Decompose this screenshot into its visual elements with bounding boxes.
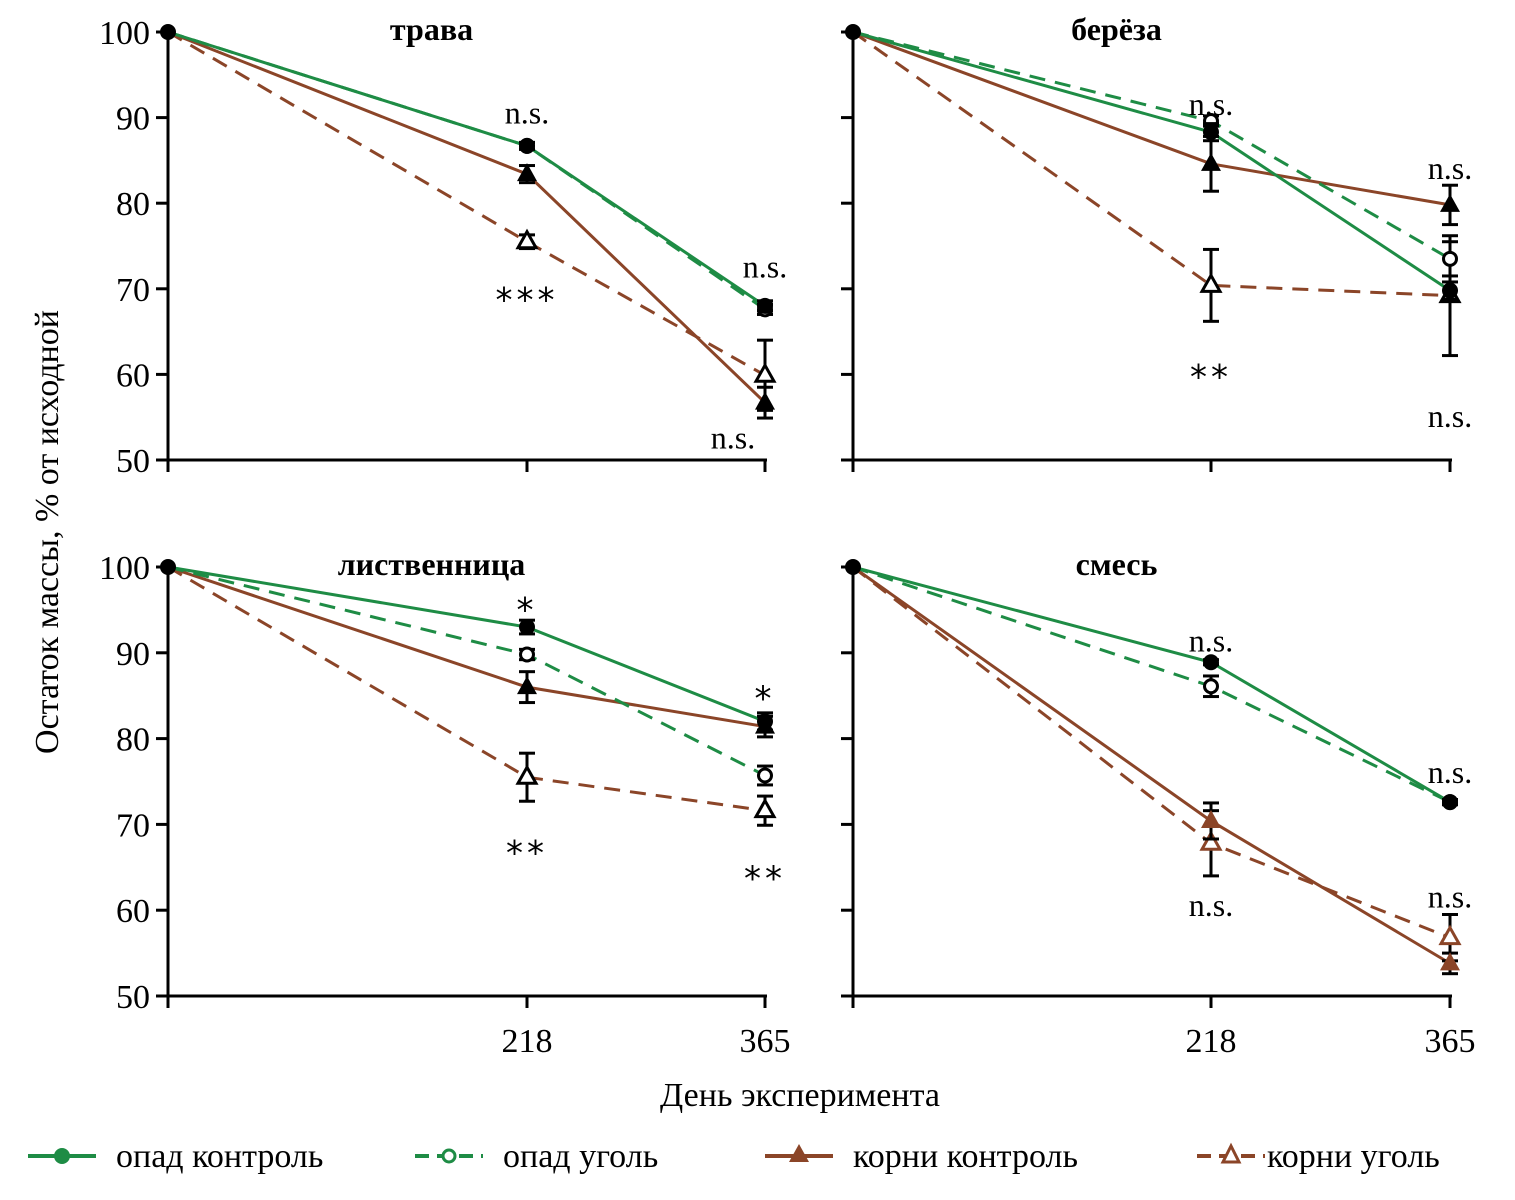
marker-open-circle bbox=[1203, 678, 1219, 695]
legend-marker-open-circle bbox=[441, 1148, 457, 1164]
legend-item-litter_char: опад уголь bbox=[415, 1138, 658, 1175]
y-tick-label: 100 bbox=[99, 15, 150, 52]
x-axis-title: День эксперимента bbox=[660, 1077, 940, 1114]
marker-filled-triangle bbox=[1440, 193, 1460, 212]
y-tick-label: 60 bbox=[116, 893, 150, 930]
series-line-roots_control bbox=[167, 30, 767, 404]
marker-open-circle bbox=[519, 646, 535, 663]
marker-filled-circle bbox=[160, 559, 176, 575]
series-line-roots_char bbox=[167, 565, 766, 813]
y-tick-label: 70 bbox=[116, 272, 150, 309]
marker-filled-circle bbox=[1442, 282, 1458, 299]
legend-label: опад контроль bbox=[116, 1138, 323, 1175]
legend-label: корни контроль bbox=[853, 1138, 1078, 1175]
marker-filled-triangle bbox=[517, 163, 537, 182]
significance-stars: *** bbox=[496, 281, 559, 321]
marker-open-triangle bbox=[1199, 830, 1223, 851]
marker-filled-triangle bbox=[755, 391, 775, 410]
marker-open-triangle bbox=[753, 797, 777, 819]
series-line-roots_char bbox=[852, 565, 1451, 940]
legend-item-roots_char: корни уголь bbox=[1197, 1138, 1440, 1175]
significance-ns: n.s. bbox=[1428, 150, 1472, 186]
y-tick-label: 100 bbox=[99, 550, 150, 587]
series-line-litter_char bbox=[852, 565, 1451, 804]
y-tick-label: 90 bbox=[116, 636, 150, 673]
panel-1: 50 60 70 80 90 100 трава n.s. *** n.s. n.s. bbox=[99, 11, 787, 480]
significance-ns: n.s. bbox=[1189, 623, 1233, 659]
series-line-litter_control bbox=[852, 30, 1451, 292]
significance-stars: ** bbox=[744, 859, 786, 899]
legend-item-roots_control: корни контроль bbox=[765, 1138, 1078, 1175]
series-line-litter_control bbox=[852, 565, 1451, 804]
marker-filled-triangle bbox=[517, 676, 537, 695]
series-line-litter_control bbox=[167, 30, 766, 308]
significance-ns: n.s. bbox=[1189, 887, 1233, 923]
legend-label: опад уголь bbox=[503, 1138, 658, 1175]
legend-marker-filled-triangle bbox=[789, 1144, 809, 1162]
legend-item-litter_control: опад контроль bbox=[28, 1138, 323, 1175]
marker-open-circle bbox=[757, 767, 773, 784]
marker-filled-circle bbox=[845, 24, 861, 40]
panel-title: берёза bbox=[1071, 11, 1162, 47]
x-tick-label: 365 bbox=[1425, 1023, 1476, 1060]
significance-ns: n.s. bbox=[1189, 86, 1233, 122]
legend-marker-filled-circle bbox=[54, 1148, 70, 1164]
significance-ns: n.s. bbox=[1428, 398, 1472, 434]
y-tick-label: 50 bbox=[116, 979, 150, 1016]
series-line-roots_char bbox=[852, 30, 1451, 298]
marker-filled-triangle bbox=[1201, 809, 1221, 828]
significance-stars: * bbox=[755, 679, 776, 719]
marker-filled-circle bbox=[1203, 124, 1219, 141]
series-line-roots_control bbox=[852, 565, 1451, 965]
y-tick-label: 50 bbox=[116, 443, 150, 480]
y-tick-label: 80 bbox=[116, 186, 150, 223]
marker-open-triangle bbox=[515, 764, 539, 785]
marker-filled-circle bbox=[1203, 654, 1219, 671]
significance-stars: * bbox=[517, 591, 538, 631]
significance-ns: n.s. bbox=[1428, 878, 1472, 914]
marker-filled-circle bbox=[1442, 794, 1458, 811]
marker-filled-circle bbox=[757, 713, 773, 730]
marker-filled-circle bbox=[160, 24, 176, 40]
marker-open-circle bbox=[1442, 250, 1458, 267]
marker-filled-triangle bbox=[1201, 152, 1221, 171]
y-tick-label: 60 bbox=[116, 357, 150, 394]
marker-open-triangle bbox=[1199, 272, 1223, 293]
panel-title: лиственница bbox=[338, 546, 526, 582]
marker-filled-circle bbox=[757, 297, 773, 314]
panel-4: 218 365 смесь n.s. n.s. n.s. n.s. bbox=[841, 546, 1476, 1060]
series-line-litter_char bbox=[167, 30, 766, 311]
legend-marker-open-triangle bbox=[1220, 1142, 1242, 1164]
significance-stars: ** bbox=[1190, 358, 1232, 398]
y-tick-label: 80 bbox=[116, 722, 150, 759]
y-tick-label: 90 bbox=[116, 101, 150, 138]
x-tick-label: 365 bbox=[740, 1023, 791, 1060]
marker-open-triangle bbox=[1438, 924, 1462, 946]
y-axis-title: Остаток массы, % от исходной bbox=[29, 310, 66, 754]
panel-title: трава bbox=[390, 11, 473, 47]
y-tick-label: 70 bbox=[116, 807, 150, 844]
marker-filled-circle bbox=[519, 619, 535, 636]
series-line-roots_control bbox=[167, 565, 766, 729]
panel-title: смесь bbox=[1076, 546, 1158, 582]
x-tick-label: 218 bbox=[502, 1023, 553, 1060]
legend: опад контроль опад уголь корни контроль кор… bbox=[28, 1138, 1440, 1175]
series-line-roots_char bbox=[167, 30, 766, 377]
marker-filled-triangle bbox=[1440, 952, 1460, 971]
marker-filled-circle bbox=[519, 137, 535, 154]
x-tick-label: 218 bbox=[1186, 1023, 1237, 1060]
significance-ns: n.s. bbox=[711, 420, 755, 456]
significance-ns: n.s. bbox=[1428, 754, 1472, 790]
significance-ns: n.s. bbox=[505, 94, 549, 130]
marker-filled-circle bbox=[845, 559, 861, 575]
panel-2: берёза n.s. ** n.s. n.s. bbox=[841, 11, 1472, 472]
marker-open-triangle bbox=[753, 362, 777, 383]
legend-label: корни уголь bbox=[1267, 1138, 1440, 1175]
significance-stars: ** bbox=[506, 833, 548, 873]
significance-ns: n.s. bbox=[743, 248, 787, 284]
marker-open-triangle bbox=[515, 228, 539, 250]
